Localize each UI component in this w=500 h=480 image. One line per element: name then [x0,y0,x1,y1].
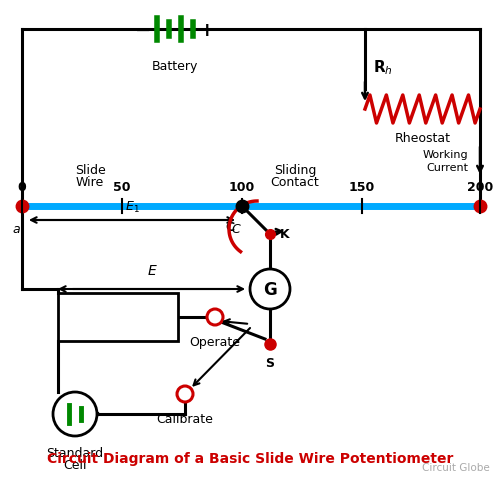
Text: Sliding: Sliding [274,164,316,177]
Text: Working: Working [422,150,468,160]
Circle shape [177,386,193,402]
Text: Slide: Slide [74,164,106,177]
Text: −: − [50,405,62,419]
Circle shape [53,392,97,436]
Text: Operate: Operate [190,336,240,348]
Text: 100: 100 [229,180,255,193]
Text: C: C [231,223,240,236]
Text: +: + [88,405,100,419]
Text: −: − [135,21,151,39]
Text: Circuit Diagram of a Basic Slide Wire Potentiometer: Circuit Diagram of a Basic Slide Wire Po… [47,451,453,465]
Text: 0: 0 [18,180,26,193]
Text: E$_1$: E$_1$ [124,200,140,215]
Text: Circuit Globe: Circuit Globe [422,462,490,472]
Text: Cell: Cell [63,458,87,471]
Text: EMF: EMF [105,321,131,334]
Circle shape [207,309,223,325]
Text: S: S [266,356,274,369]
Text: Battery: Battery [152,60,198,73]
FancyBboxPatch shape [58,293,178,341]
Circle shape [250,269,290,309]
Text: Current: Current [426,163,468,173]
Text: a: a [12,223,20,236]
Text: 150: 150 [349,180,375,193]
Text: Unknown: Unknown [89,303,147,316]
Text: C: C [225,220,234,233]
Text: 50: 50 [113,180,131,193]
Text: K: K [280,228,289,241]
Text: Wire: Wire [76,176,104,189]
Text: G: G [263,280,277,299]
Text: Rheostat: Rheostat [394,132,450,144]
Text: 200: 200 [467,180,493,193]
Text: E: E [147,264,156,277]
Text: Calibrate: Calibrate [156,412,214,425]
Text: Contact: Contact [270,176,320,189]
Text: R$_h$: R$_h$ [373,59,393,77]
Text: +: + [199,21,215,39]
Text: Standard: Standard [46,446,104,459]
